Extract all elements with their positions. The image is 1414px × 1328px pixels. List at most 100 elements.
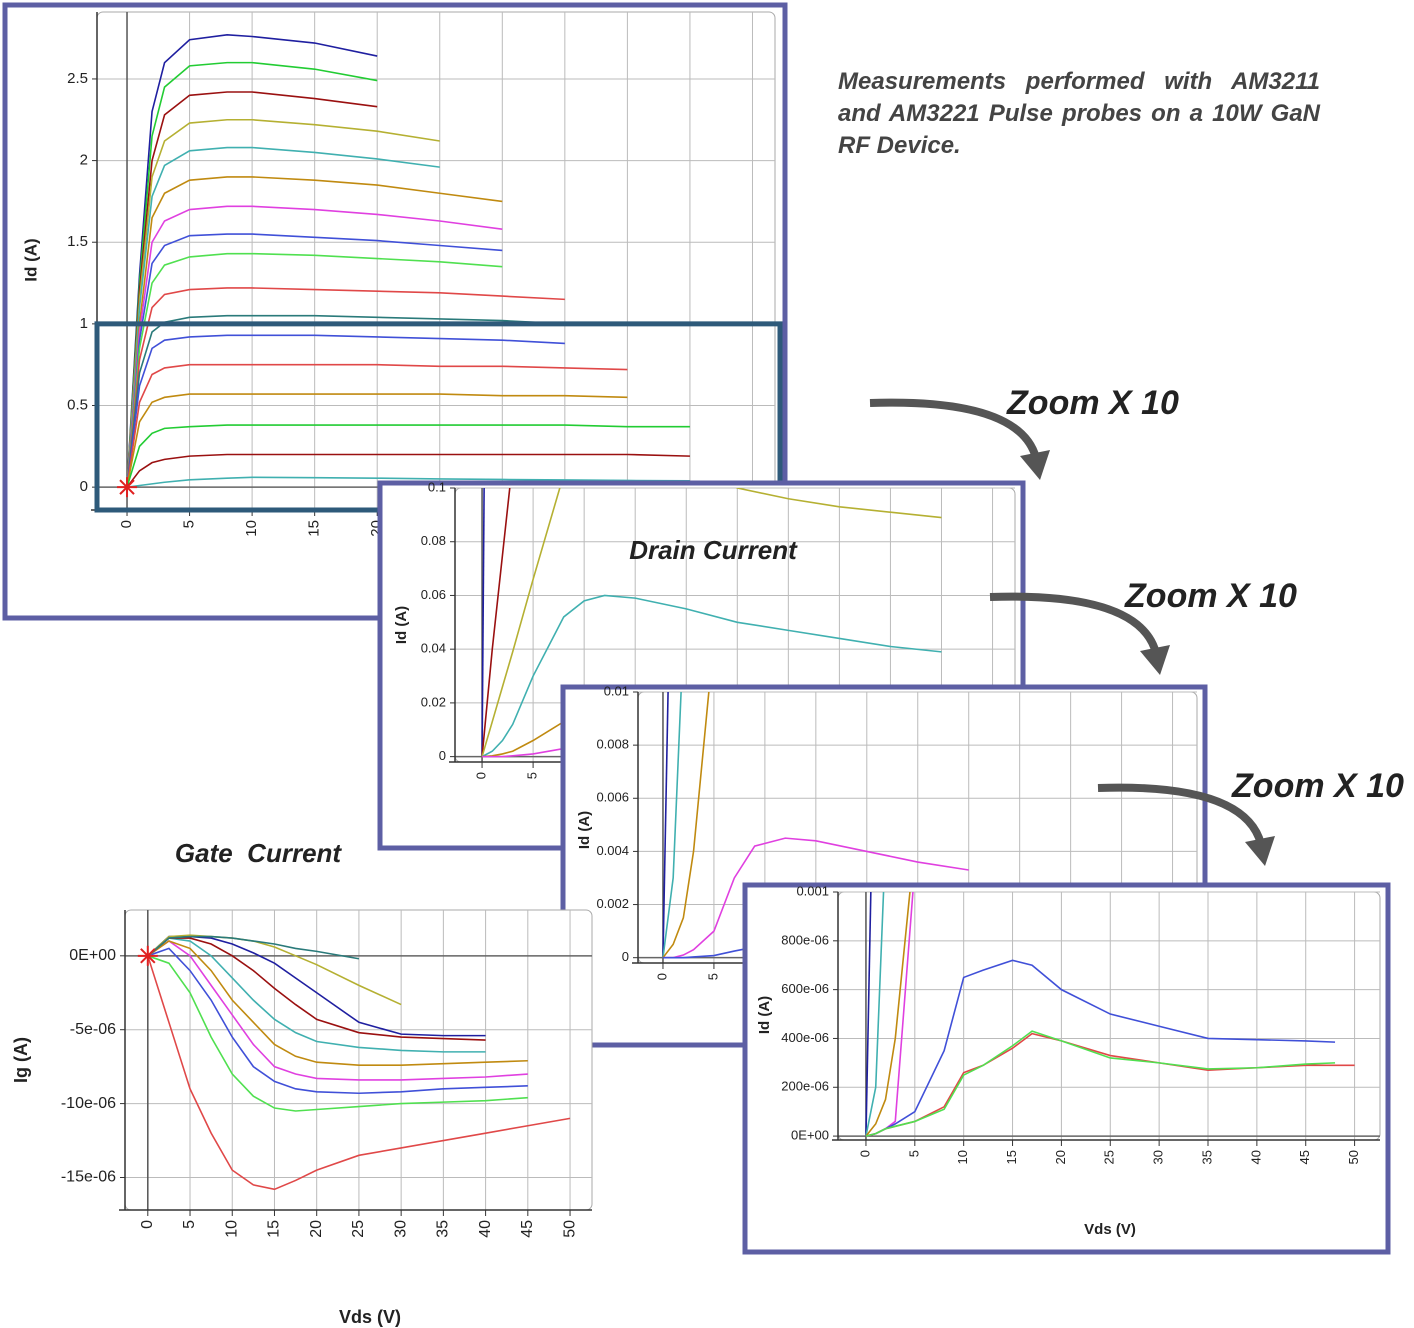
series-line [147,935,360,960]
x-axis-label: Vds (V) [1084,1221,1136,1238]
zoom-label: Zoom X 10 [1124,577,1297,615]
series-line [126,34,378,488]
series-line [147,937,486,1041]
y-tick-label: 0.01 [604,683,629,698]
x-tick-label: 25 [350,1220,367,1238]
series-line [865,892,885,1137]
y-tick-label: 0.04 [421,641,446,656]
series-line [481,488,511,757]
series-line [147,937,486,1053]
x-tick-label: 5 [181,520,198,528]
x-tick-label: 10 [223,1220,240,1238]
y-tick-label: 0.004 [596,843,629,858]
series-line [662,692,682,958]
x-tick-label: 0 [139,1220,156,1229]
y-tick-label: 0.001 [796,883,829,898]
x-tick-label: 0 [857,1150,872,1157]
x-tick-label: 20 [308,1220,325,1238]
x-tick-label: 20 [1053,1150,1068,1164]
series-line [126,176,503,488]
x-tick-label: 50 [561,1220,578,1238]
chart-title: Gate Current [175,838,342,868]
x-axis-label: Vds (V) [339,1307,401,1327]
arrow-head [1020,450,1050,480]
series-line [662,692,669,958]
series-group [126,34,690,488]
y-tick-label: 2.5 [67,70,88,87]
y-tick-label: 1 [80,315,88,332]
x-tick-label: 10 [243,520,260,537]
y-tick-label: 0.02 [421,694,446,709]
series-line [126,205,503,488]
series-line [126,393,628,488]
y-tick-label: 0.08 [421,533,446,548]
y-tick-label: 0.002 [596,896,629,911]
series-line [126,233,503,488]
arrow-head [1140,645,1170,675]
y-tick-label: 0E+00 [791,1128,829,1143]
arrow-head [1245,836,1275,866]
x-tick-label: 0 [654,973,669,980]
series-line [126,252,503,488]
x-tick-label: 25 [1102,1150,1117,1164]
series-line [126,314,565,488]
y-tick-label: 0.06 [421,587,446,602]
chart-title: Drain Current [629,535,798,565]
x-tick-label: 45 [1297,1150,1312,1164]
y-tick-label: 200e-06 [781,1079,829,1094]
series-line [147,955,528,1112]
x-tick-label: 35 [435,1220,452,1238]
y-tick-label: 0 [622,949,629,964]
y-tick-label: 2 [80,152,88,169]
x-tick-label: 50 [1346,1150,1361,1164]
y-tick-label: 0E+00 [69,947,116,964]
x-tick-label: 0 [118,520,135,528]
series-line [126,91,378,488]
arrow [869,398,1040,460]
y-tick-label: 1.5 [67,233,88,250]
y-axis-label: Id (A) [576,811,593,849]
series-group [865,892,1355,1137]
series-line [662,837,969,959]
arrow [1097,783,1265,846]
series-line [126,476,690,488]
x-tick-label: 35 [1199,1150,1214,1164]
y-tick-label: -15e-06 [61,1169,116,1186]
series-line [865,1030,1336,1137]
series-line [147,955,571,1191]
series-line [126,146,440,488]
series-line [147,940,528,1081]
y-tick-label: 800e-06 [781,932,829,947]
series-line [147,940,528,1066]
series-line [126,363,628,488]
series-line [481,594,942,758]
x-tick-label: 40 [1248,1150,1263,1164]
y-tick-label: 0.008 [596,737,629,752]
y-tick-label: -5e-06 [70,1021,116,1038]
chart: 0 5 10 15 20 25 30 35 40 45 50 0E+00 -5e-06 -10e-06 -1… [11,838,593,1327]
y-tick-label: 0 [80,478,88,495]
x-tick-label: 30 [1151,1150,1166,1164]
annotation: Measurements performed with AM3211 and A… [838,68,1320,159]
series-line [126,118,440,488]
chart: 0 5 10 15 20 25 30 35 40 45 50 0E+00 200e-06 400e-06 6… [742,882,1391,1255]
series-line [147,947,528,1095]
y-tick-label: 400e-06 [781,1030,829,1045]
arrow [989,592,1160,655]
x-tick-label: 5 [705,973,720,980]
y-tick-label: 0.006 [596,790,629,805]
series-line [481,488,485,757]
series-line [126,287,565,488]
zoom-label: Zoom X 10 [1231,767,1404,805]
y-axis-label: Id (A) [21,238,40,281]
x-tick-label: 30 [392,1220,409,1238]
x-tick-label: 0 [473,772,488,779]
y-tick-label: -10e-06 [61,1095,116,1112]
series-group [147,934,571,1191]
x-tick-label: 15 [1004,1150,1019,1164]
series-line [126,334,565,488]
y-tick-label: 0.5 [67,396,88,413]
series-line [126,453,690,488]
